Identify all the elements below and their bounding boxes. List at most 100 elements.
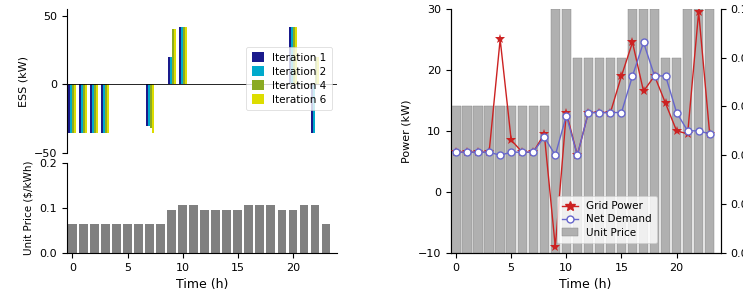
- Bar: [82, 84, 83, 133]
- Grid Power: [473, 151, 482, 154]
- Bar: [68, 223, 77, 253]
- Net Demand: [473, 151, 482, 154]
- Bar: [179, 27, 181, 84]
- Net Demand: [529, 151, 538, 154]
- Grid Power: [484, 151, 493, 154]
- Bar: [123, 223, 132, 253]
- Grid Power: [518, 151, 527, 154]
- Bar: [112, 223, 121, 253]
- Net Demand: [496, 153, 504, 157]
- Bar: [168, 57, 169, 84]
- Bar: [211, 210, 220, 253]
- Grid Power: [639, 89, 648, 93]
- Bar: [152, 84, 154, 133]
- Bar: [102, 84, 103, 133]
- Bar: [518, 106, 527, 253]
- Bar: [108, 84, 109, 133]
- Net Demand: [628, 74, 637, 78]
- Bar: [68, 84, 71, 133]
- Grid Power: [551, 245, 559, 248]
- Net Demand: [562, 114, 571, 117]
- Bar: [148, 84, 149, 126]
- Bar: [174, 29, 175, 84]
- Bar: [201, 210, 209, 253]
- Bar: [311, 206, 319, 253]
- Grid Power: [705, 132, 714, 136]
- Bar: [85, 84, 88, 133]
- Bar: [705, 9, 714, 253]
- Bar: [551, 9, 560, 253]
- Net Demand: [617, 111, 626, 114]
- Grid Power: [562, 111, 571, 114]
- Bar: [683, 9, 692, 253]
- Bar: [628, 9, 637, 253]
- Grid Power: [540, 132, 549, 136]
- Net Demand: [452, 151, 461, 154]
- Grid Power: [573, 153, 582, 157]
- Net Demand: [639, 41, 648, 44]
- Legend: Grid Power, Net Demand, Unit Price: Grid Power, Net Demand, Unit Price: [557, 196, 658, 243]
- Bar: [90, 223, 99, 253]
- Bar: [661, 58, 670, 253]
- Grid Power: [595, 111, 604, 114]
- Bar: [94, 84, 97, 133]
- Grid Power: [606, 111, 615, 114]
- Bar: [317, 57, 319, 84]
- Net Demand: [672, 111, 681, 114]
- Bar: [72, 84, 74, 133]
- Bar: [322, 223, 331, 253]
- X-axis label: Time (h): Time (h): [176, 278, 228, 291]
- Net Demand: [705, 132, 714, 136]
- Net Demand: [650, 74, 659, 78]
- Bar: [233, 210, 242, 253]
- Bar: [189, 206, 198, 253]
- Net Demand: [507, 151, 516, 154]
- Grid Power: [529, 151, 538, 154]
- Bar: [289, 27, 291, 84]
- Y-axis label: Unit Price ($/kWh): Unit Price ($/kWh): [24, 161, 34, 255]
- Bar: [244, 206, 253, 253]
- Bar: [573, 58, 582, 253]
- Bar: [528, 106, 538, 253]
- Net Demand: [595, 111, 604, 114]
- Grid Power: [463, 151, 472, 154]
- Bar: [562, 9, 571, 253]
- Net Demand: [683, 129, 692, 133]
- Bar: [299, 206, 308, 253]
- Net Demand: [573, 153, 582, 157]
- Grid Power: [496, 38, 504, 41]
- Net Demand: [661, 74, 670, 78]
- Bar: [71, 84, 72, 133]
- Bar: [74, 84, 77, 133]
- Bar: [277, 210, 286, 253]
- Bar: [101, 223, 110, 253]
- Net Demand: [606, 111, 615, 114]
- Bar: [462, 106, 472, 253]
- Bar: [672, 58, 681, 253]
- Bar: [295, 27, 297, 84]
- Net Demand: [540, 135, 549, 139]
- Grid Power: [584, 111, 593, 114]
- Bar: [311, 84, 313, 133]
- Bar: [146, 84, 148, 126]
- Bar: [639, 9, 648, 253]
- Net Demand: [518, 151, 527, 154]
- Bar: [178, 206, 187, 253]
- Bar: [451, 106, 461, 253]
- Bar: [92, 84, 94, 133]
- Net Demand: [463, 151, 472, 154]
- Grid Power: [661, 102, 670, 105]
- Bar: [539, 106, 549, 253]
- Bar: [584, 58, 593, 253]
- Y-axis label: ESS (kW): ESS (kW): [19, 56, 28, 106]
- Bar: [473, 106, 483, 253]
- Bar: [181, 27, 183, 84]
- Net Demand: [551, 153, 559, 157]
- Bar: [79, 223, 88, 253]
- Grid Power: [694, 10, 703, 14]
- Bar: [185, 27, 186, 84]
- Grid Power: [672, 129, 681, 133]
- Bar: [256, 206, 265, 253]
- Bar: [156, 223, 165, 253]
- Grid Power: [650, 74, 659, 78]
